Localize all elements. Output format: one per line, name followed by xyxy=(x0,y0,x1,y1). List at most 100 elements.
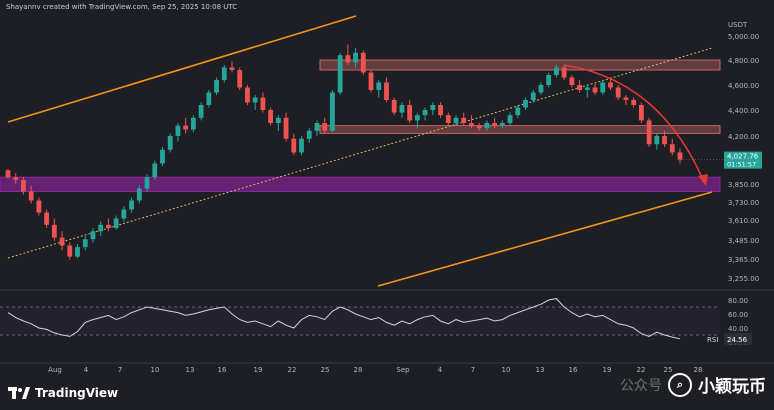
candle-body xyxy=(160,149,165,164)
candle xyxy=(291,133,297,156)
candle xyxy=(353,48,358,68)
candle xyxy=(28,185,34,204)
candle xyxy=(183,117,189,134)
forecast-arrow xyxy=(564,64,705,183)
candle xyxy=(453,115,459,126)
candle xyxy=(5,168,11,179)
time-tick-label: 4 xyxy=(438,366,443,374)
candle xyxy=(445,112,451,126)
candle-body xyxy=(469,123,474,126)
candle xyxy=(106,218,111,232)
candle xyxy=(129,197,134,213)
candle xyxy=(554,65,559,78)
candle-body xyxy=(530,92,536,100)
time-tick-label: 19 xyxy=(603,366,612,374)
candle-body xyxy=(430,105,436,110)
candle-body xyxy=(291,138,297,153)
candle-body xyxy=(144,177,150,189)
candle xyxy=(399,102,405,118)
candle xyxy=(136,185,142,204)
candle xyxy=(221,65,227,83)
candle-body xyxy=(5,170,11,178)
candle-body xyxy=(608,82,613,88)
candle-body xyxy=(106,224,111,228)
candle xyxy=(368,70,374,93)
price-tick-label: 3,485.00 xyxy=(728,237,759,245)
candle-body xyxy=(662,136,667,145)
time-tick-label: Aug xyxy=(48,366,62,374)
candle-body xyxy=(461,117,467,123)
candle-body xyxy=(237,70,243,88)
price-tick-label: 3,730.00 xyxy=(728,199,759,207)
candle xyxy=(59,231,65,251)
tradingview-logo-icon xyxy=(8,387,30,399)
candle-body xyxy=(623,97,629,100)
candle xyxy=(98,221,104,236)
candle xyxy=(237,67,243,90)
price-tick-label: 4,600.00 xyxy=(728,82,759,90)
candle xyxy=(438,102,443,118)
candle-body xyxy=(330,92,335,131)
candle xyxy=(569,75,575,88)
time-tick-label: 10 xyxy=(151,366,160,374)
candle-body xyxy=(600,82,606,93)
time-tick-label: 7 xyxy=(471,366,475,374)
currency-label: USDT xyxy=(728,21,748,29)
candle xyxy=(376,80,382,98)
candle-body xyxy=(214,80,219,93)
candle-body xyxy=(13,177,19,180)
candle xyxy=(530,90,536,103)
candle-body xyxy=(299,138,304,153)
rsi-line xyxy=(7,298,681,340)
candle xyxy=(144,174,150,192)
candle xyxy=(422,107,428,121)
candle xyxy=(67,242,73,260)
rsi-tick-label: 40.00 xyxy=(728,325,748,333)
candle-body xyxy=(75,247,80,257)
candle-body xyxy=(260,97,266,110)
time-tick-label: Sep xyxy=(396,366,410,374)
candle xyxy=(577,80,582,93)
candle-body xyxy=(669,144,675,153)
candle-body xyxy=(515,107,521,116)
rsi-band xyxy=(0,307,720,335)
time-tick-label: 13 xyxy=(536,366,545,374)
candle xyxy=(662,130,667,147)
candle-body xyxy=(306,130,312,139)
candle-body xyxy=(569,77,575,85)
candle xyxy=(75,243,80,259)
candle xyxy=(214,77,219,95)
tradingview-logo[interactable]: TradingView xyxy=(8,386,118,400)
candle-body xyxy=(152,163,158,178)
candle-body xyxy=(337,55,343,93)
candle-body xyxy=(376,82,382,90)
candle-body xyxy=(98,224,104,232)
candle xyxy=(592,82,598,95)
candle xyxy=(345,44,351,65)
price-tick-label: 4,800.00 xyxy=(728,57,759,65)
time-tick-label: 19 xyxy=(254,366,263,374)
candle-body xyxy=(252,97,258,103)
candle-body xyxy=(206,92,212,105)
candle xyxy=(330,90,335,133)
dotted-trendline xyxy=(7,47,713,259)
candle-body xyxy=(190,117,196,130)
candle xyxy=(360,50,366,75)
candle xyxy=(538,82,544,95)
candle-body xyxy=(268,110,274,123)
candle xyxy=(561,65,567,80)
time-tick-label: 10 xyxy=(502,366,511,374)
candle-body xyxy=(438,105,443,116)
candle xyxy=(584,85,590,98)
upper-channel-line xyxy=(7,15,357,123)
candle-body xyxy=(453,117,459,123)
candle-body xyxy=(275,117,281,123)
candle-body xyxy=(36,200,42,213)
time-tick-label: 22 xyxy=(637,366,646,374)
rsi-series-label: RSI xyxy=(707,336,718,344)
candle xyxy=(523,97,528,110)
last-price-badge xyxy=(724,151,762,169)
rsi-tick-label: 60.00 xyxy=(728,311,748,319)
